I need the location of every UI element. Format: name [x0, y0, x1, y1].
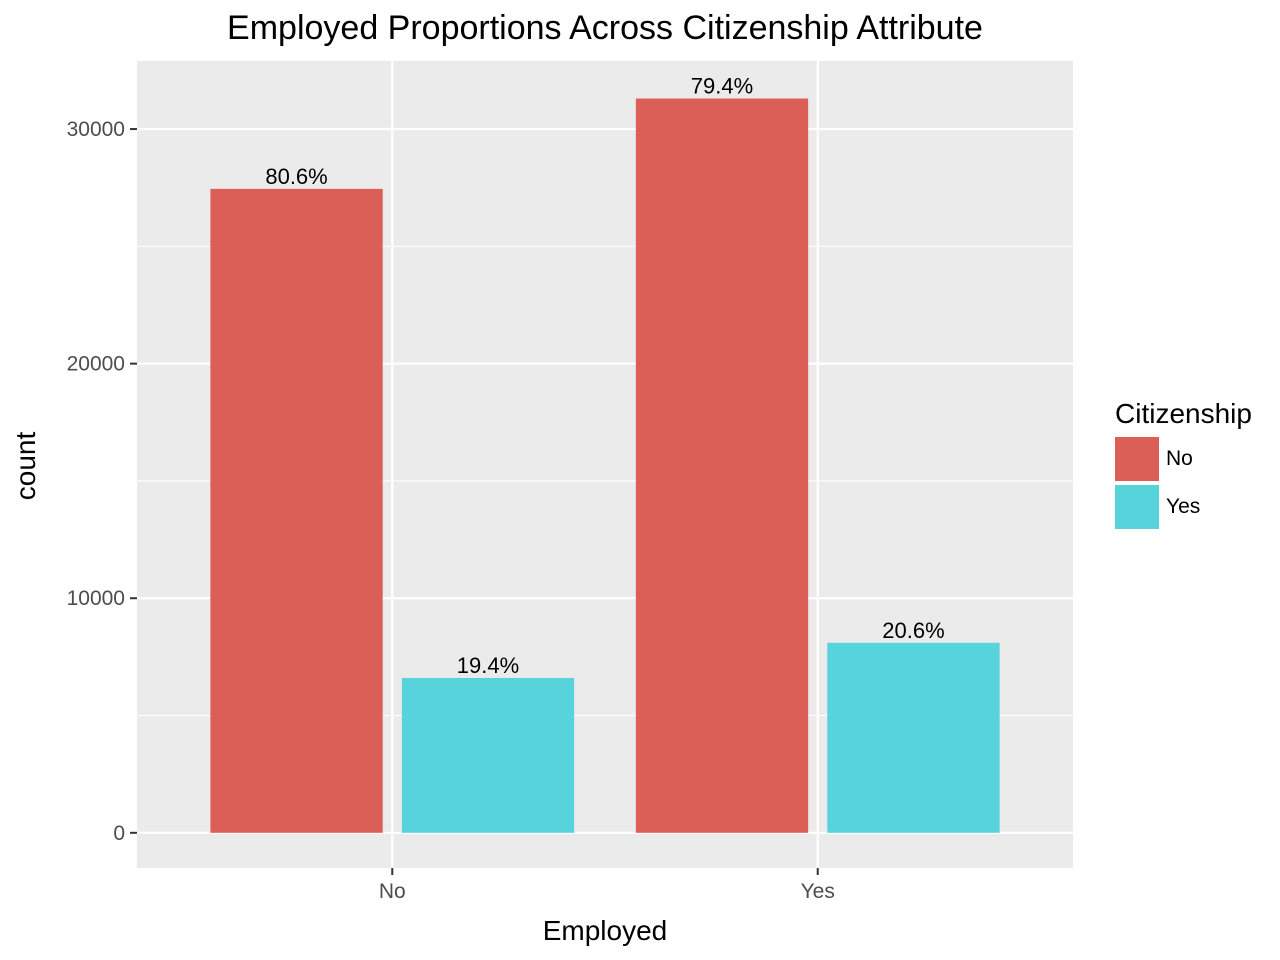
legend-swatch [1115, 437, 1159, 481]
legend-items: No Yes [1115, 437, 1200, 529]
y-axis-title: count [10, 432, 41, 501]
legend-label: No [1166, 447, 1193, 470]
y-tick-label: 10000 [67, 587, 125, 610]
data-label: 80.6% [265, 164, 327, 189]
y-tick-label: 0 [113, 822, 125, 845]
legend-swatch [1115, 485, 1159, 529]
data-label: 19.4% [457, 653, 519, 678]
data-label: 79.4% [691, 74, 753, 99]
data-labels: 80.6% 19.4% 79.4% 20.6% [265, 74, 944, 678]
x-tick-label: Yes [801, 880, 835, 903]
legend-title: Citizenship [1115, 398, 1252, 429]
bar [210, 188, 383, 833]
legend-label: Yes [1166, 495, 1200, 518]
bar [401, 677, 575, 833]
x-tick-label: No [379, 880, 406, 903]
data-label: 20.6% [882, 618, 944, 643]
bar [827, 642, 1000, 833]
x-axis-title: Employed [543, 915, 668, 946]
bar [635, 98, 809, 833]
x-axis: No Yes [379, 868, 835, 903]
y-axis: 0 10000 20000 30000 [67, 118, 137, 845]
y-tick-label: 20000 [67, 353, 125, 376]
legend: Citizenship No Yes [1115, 398, 1252, 529]
y-tick-label: 30000 [67, 118, 125, 141]
bars [210, 98, 1000, 833]
chart-title: Employed Proportions Across Citizenship … [227, 9, 983, 47]
